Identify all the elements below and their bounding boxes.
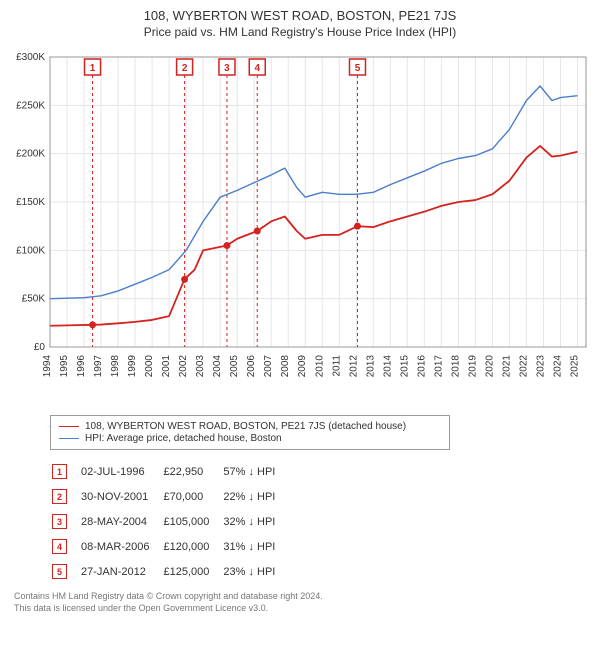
x-tick-label: 2012 — [348, 355, 359, 378]
x-tick-label: 2002 — [178, 355, 189, 378]
x-tick-label: 2005 — [229, 355, 240, 378]
legend-row-price-paid: 108, WYBERTON WEST ROAD, BOSTON, PE21 7J… — [59, 421, 441, 432]
x-tick-label: 1995 — [59, 355, 70, 378]
legend-swatch — [59, 426, 79, 427]
x-tick-label: 2011 — [331, 355, 342, 377]
sale-delta: 32% ↓ HPI — [223, 510, 287, 533]
footer-line-2: This data is licensed under the Open Gov… — [14, 603, 592, 615]
legend-swatch — [59, 438, 79, 439]
sale-marker-number: 1 — [90, 63, 96, 74]
sale-price: £70,000 — [163, 485, 221, 508]
legend-label: HPI: Average price, detached house, Bost… — [85, 433, 282, 444]
table-row: 4 08-MAR-2006£120,00031% ↓ HPI — [52, 535, 287, 558]
table-row: 1 02-JUL-1996£22,95057% ↓ HPI — [52, 460, 287, 483]
x-tick-label: 2019 — [467, 355, 478, 378]
y-tick-label: £50K — [22, 294, 46, 305]
sale-point — [223, 242, 230, 249]
sale-date: 28-MAY-2004 — [81, 510, 161, 533]
x-tick-label: 2006 — [246, 355, 257, 378]
sale-marker-number: 3 — [224, 63, 230, 74]
sale-point — [89, 321, 96, 328]
sale-price: £22,950 — [163, 460, 221, 483]
sale-marker-legend-icon: 3 — [52, 514, 67, 529]
x-tick-label: 2010 — [314, 355, 325, 378]
y-tick-label: £200K — [16, 149, 45, 160]
x-tick-label: 2025 — [569, 355, 580, 378]
x-tick-label: 2016 — [416, 355, 427, 378]
footer-line-1: Contains HM Land Registry data © Crown c… — [14, 591, 592, 603]
sale-point — [181, 276, 188, 283]
sale-marker-number: 5 — [355, 63, 361, 74]
legend: 108, WYBERTON WEST ROAD, BOSTON, PE21 7J… — [50, 415, 450, 450]
y-tick-label: £0 — [34, 342, 46, 353]
y-tick-label: £100K — [16, 245, 45, 256]
legend-row-hpi: HPI: Average price, detached house, Bost… — [59, 433, 441, 444]
chart-container: 108, WYBERTON WEST ROAD, BOSTON, PE21 7J… — [8, 8, 592, 614]
x-tick-label: 2022 — [518, 355, 529, 378]
sale-delta: 31% ↓ HPI — [223, 535, 287, 558]
line-chart: £0 £50K £100K £150K £200K £250K £300K 1994 1995 1… — [8, 47, 592, 407]
x-tick-label: 1997 — [93, 355, 104, 378]
sale-price: £120,000 — [163, 535, 221, 558]
sale-date: 30-NOV-2001 — [81, 485, 161, 508]
sales-table: 1 02-JUL-1996£22,95057% ↓ HPI 2 30-NOV-2001… — [50, 458, 289, 585]
x-tick-label: 1994 — [42, 355, 53, 378]
x-tick-label: 2015 — [399, 355, 410, 378]
x-tick-label: 2004 — [212, 355, 223, 378]
sale-delta: 57% ↓ HPI — [223, 460, 287, 483]
sale-delta: 23% ↓ HPI — [223, 560, 287, 583]
legend-label: 108, WYBERTON WEST ROAD, BOSTON, PE21 7J… — [85, 421, 406, 432]
sale-point — [354, 223, 361, 230]
y-tick-label: £250K — [16, 100, 45, 111]
footer: Contains HM Land Registry data © Crown c… — [14, 591, 592, 614]
x-tick-label: 2023 — [535, 355, 546, 378]
x-tick-label: 2013 — [365, 355, 376, 378]
table-row: 2 30-NOV-2001£70,00022% ↓ HPI — [52, 485, 287, 508]
x-tick-label: 2007 — [263, 355, 274, 378]
page-title: 108, WYBERTON WEST ROAD, BOSTON, PE21 7J… — [8, 8, 592, 23]
sale-price: £105,000 — [163, 510, 221, 533]
x-tick-label: 2008 — [280, 355, 291, 378]
x-tick-label: 2009 — [297, 355, 308, 378]
sale-date: 08-MAR-2006 — [81, 535, 161, 558]
sale-marker-legend-icon: 1 — [52, 464, 67, 479]
x-tick-label: 2024 — [552, 355, 563, 378]
table-row: 3 28-MAY-2004£105,00032% ↓ HPI — [52, 510, 287, 533]
chart-wrap: £0 £50K £100K £150K £200K £250K £300K 1994 1995 1… — [8, 47, 592, 407]
y-tick-label: £300K — [16, 52, 45, 63]
sale-marker-number: 2 — [182, 63, 188, 74]
table-row: 5 27-JAN-2012£125,00023% ↓ HPI — [52, 560, 287, 583]
x-tick-label: 2021 — [501, 355, 512, 378]
sale-date: 27-JAN-2012 — [81, 560, 161, 583]
x-tick-label: 1998 — [110, 355, 121, 378]
sale-marker-legend-icon: 5 — [52, 564, 67, 579]
sale-price: £125,000 — [163, 560, 221, 583]
x-tick-label: 2018 — [450, 355, 461, 378]
x-tick-label: 2000 — [144, 355, 155, 378]
sale-date: 02-JUL-1996 — [81, 460, 161, 483]
x-tick-label: 2014 — [382, 355, 393, 378]
x-tick-label: 2020 — [484, 355, 495, 378]
sale-marker-legend-icon: 2 — [52, 489, 67, 504]
page-subtitle: Price paid vs. HM Land Registry's House … — [8, 25, 592, 39]
x-tick-label: 1999 — [127, 355, 138, 378]
sale-marker-number: 4 — [254, 63, 260, 74]
x-tick-label: 2003 — [195, 355, 206, 378]
x-tick-label: 1996 — [76, 355, 87, 378]
sale-point — [254, 228, 261, 235]
sale-marker-legend-icon: 4 — [52, 539, 67, 554]
x-tick-label: 2017 — [433, 355, 444, 378]
sale-delta: 22% ↓ HPI — [223, 485, 287, 508]
y-tick-label: £150K — [16, 197, 45, 208]
x-tick-label: 2001 — [161, 355, 172, 378]
